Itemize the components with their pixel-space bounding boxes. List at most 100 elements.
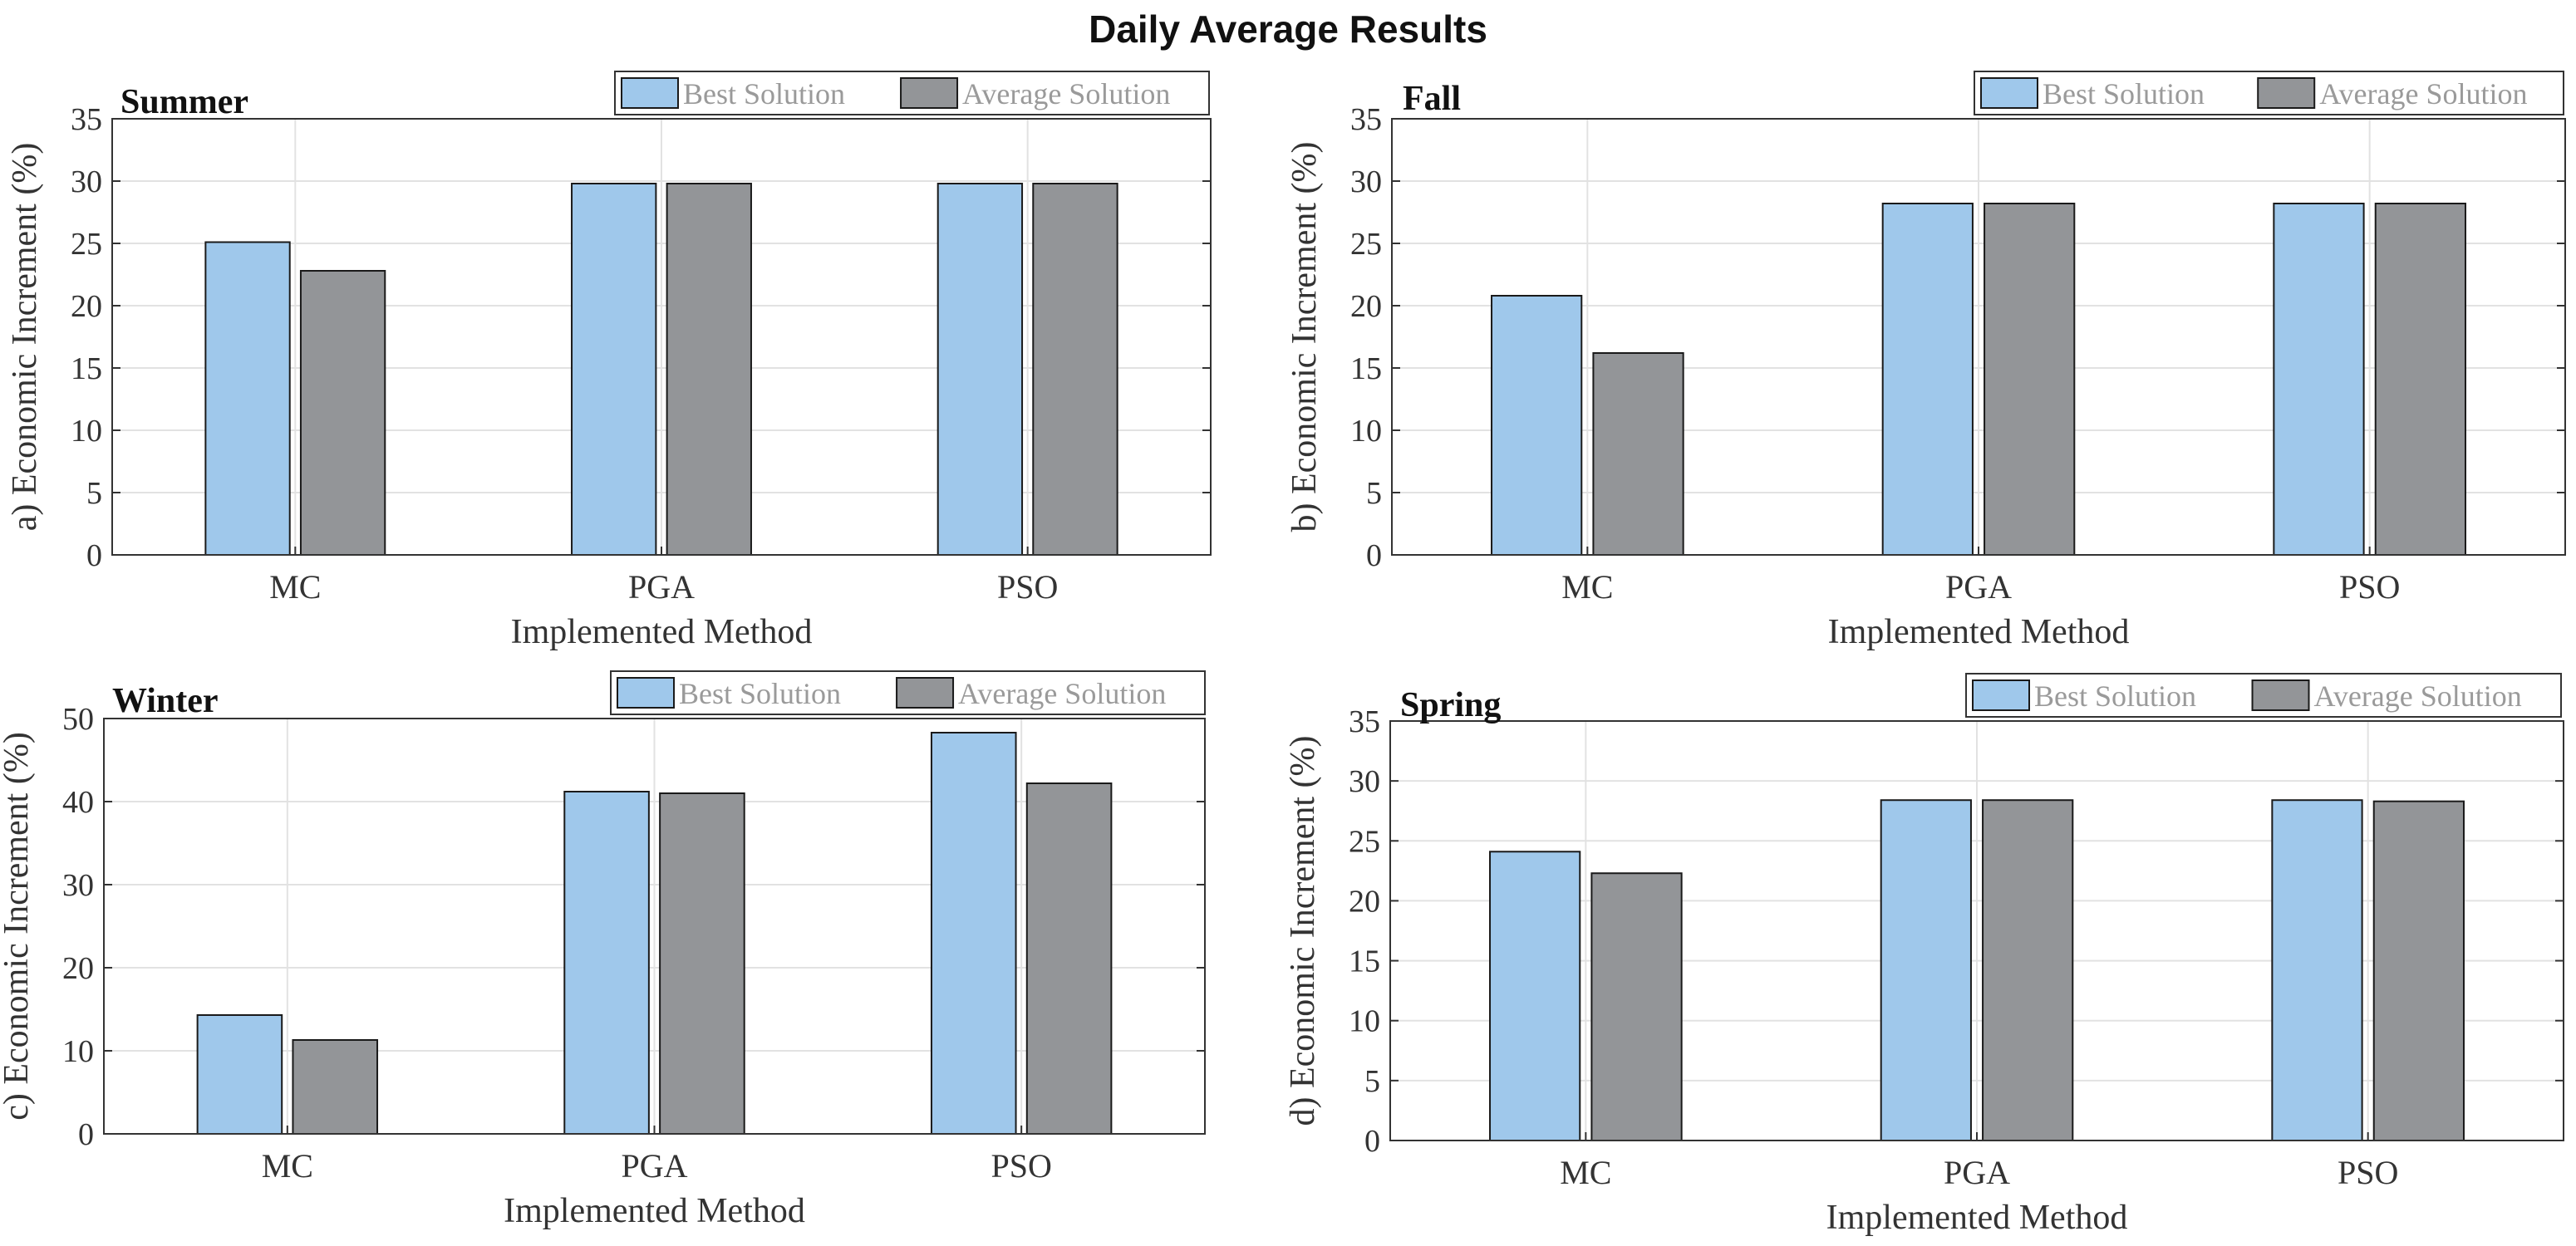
- x-tick-label: PSO: [997, 568, 1058, 606]
- x-tick-label: PGA: [1944, 1154, 2010, 1191]
- y-tick-label: 40: [62, 785, 94, 820]
- bar-average-mc: [1592, 352, 1684, 556]
- y-tick-label: 20: [1350, 289, 1382, 324]
- y-tick-label: 30: [62, 868, 94, 903]
- panel-title: Summer: [120, 83, 248, 121]
- legend-swatch-average: [900, 77, 959, 109]
- legend-label-average: Average Solution: [962, 77, 1170, 110]
- y-tick-label: 50: [62, 702, 94, 737]
- x-tick-label: MC: [262, 1147, 313, 1185]
- x-tick-label: MC: [1560, 1154, 1611, 1191]
- bar-average-pso: [2372, 800, 2465, 1142]
- legend-swatch-average: [2251, 679, 2310, 711]
- y-tick-label: 30: [1349, 764, 1380, 799]
- bar-best-pga: [563, 791, 650, 1135]
- bar-average-pga: [1982, 799, 2074, 1141]
- y-tick-label: 10: [62, 1034, 94, 1069]
- x-tick-label: PGA: [628, 568, 695, 606]
- bar-best-mc: [1491, 295, 1583, 556]
- bar-average-mc: [1590, 872, 1683, 1141]
- x-tick-label: PSO: [2338, 1154, 2398, 1191]
- legend-label-best: Best Solution: [2043, 77, 2205, 110]
- bar-average-pso: [1032, 183, 1118, 556]
- legend-label-best: Best Solution: [2034, 679, 2196, 713]
- panel-title: Winter: [112, 682, 219, 720]
- x-axis-label: Implemented Method: [511, 613, 813, 651]
- y-tick-label: 20: [1349, 884, 1380, 919]
- legend-swatch-best: [1980, 77, 2038, 109]
- x-tick-label: MC: [1561, 568, 1613, 606]
- x-tick-label: PGA: [1945, 568, 2012, 606]
- y-tick-label: 25: [71, 227, 102, 262]
- x-tick-label: PSO: [2339, 568, 2400, 606]
- y-tick-label: 0: [78, 1117, 94, 1152]
- y-axis-label: c) Economic Increment (%): [0, 732, 36, 1121]
- legend-swatch-best: [1972, 679, 2030, 711]
- bar-average-pga: [1984, 203, 2076, 556]
- bar-average-pso: [1025, 782, 1113, 1135]
- bar-best-pso: [2271, 799, 2363, 1141]
- y-tick-label: 0: [86, 538, 102, 573]
- figure-title: Daily Average Results: [1089, 7, 1487, 51]
- x-axis-label: Implemented Method: [1826, 1199, 2128, 1237]
- x-axis-label: Implemented Method: [1828, 613, 2130, 651]
- legend-label-best: Best Solution: [679, 677, 841, 710]
- legend-label-average: Average Solution: [958, 677, 1166, 710]
- chart-panel-winter: 0 10 20 30 40 50 MC PGA PSO Implemented Method c) …: [0, 670, 1206, 1230]
- y-tick-label: 10: [1350, 414, 1382, 449]
- bar-average-mc: [292, 1039, 379, 1135]
- y-tick-label: 20: [62, 951, 94, 986]
- y-tick-label: 25: [1349, 824, 1380, 859]
- y-tick-label: 10: [1349, 1004, 1380, 1039]
- y-tick-label: 5: [1364, 1064, 1380, 1099]
- chart-panel-summer: 0 5 10 15 20 25 30 35 MC PGA PSO Implemented Method…: [6, 71, 1212, 651]
- x-tick-label: MC: [269, 568, 321, 606]
- y-tick-label: 5: [86, 476, 102, 511]
- panel-title: Spring: [1400, 686, 1501, 724]
- bar-best-pso: [2273, 203, 2365, 556]
- legend-swatch-best: [617, 677, 675, 709]
- y-tick-label: 25: [1350, 227, 1382, 262]
- bar-best-pso: [937, 183, 1024, 556]
- x-tick-label: PSO: [991, 1147, 1051, 1185]
- y-tick-label: 30: [1350, 164, 1382, 199]
- panel-title: Fall: [1403, 80, 1461, 118]
- legend-label-best: Best Solution: [683, 77, 845, 110]
- x-axis-label: Implemented Method: [504, 1192, 805, 1230]
- y-tick-label: 15: [1349, 944, 1380, 979]
- legend-swatch-best: [621, 77, 679, 109]
- y-axis-label: a) Economic Increment (%): [6, 143, 44, 532]
- y-tick-label: 20: [71, 289, 102, 324]
- y-tick-label: 35: [71, 102, 102, 137]
- x-tick-label: PGA: [621, 1147, 687, 1185]
- bar-best-pga: [571, 183, 657, 556]
- chart-panel-fall: 0 5 10 15 20 25 30 35 MC PGA PSO Implemented Method…: [1286, 71, 2566, 651]
- bar-best-mc: [1489, 851, 1581, 1142]
- bar-best-mc: [204, 241, 291, 556]
- bar-average-mc: [299, 270, 386, 556]
- y-tick-label: 35: [1350, 102, 1382, 137]
- bar-best-mc: [196, 1014, 283, 1135]
- bar-best-pga: [1881, 203, 1974, 556]
- chart-panel-spring: 0 5 10 15 20 25 30 35 MC PGA PSO Implemented Method…: [1284, 673, 2564, 1237]
- y-tick-label: 30: [71, 164, 102, 199]
- y-tick-label: 15: [71, 351, 102, 386]
- legend-swatch-average: [2257, 77, 2316, 109]
- bar-average-pga: [659, 792, 745, 1135]
- y-tick-label: 0: [1366, 538, 1382, 573]
- legend-swatch-average: [896, 677, 955, 709]
- y-tick-label: 5: [1366, 476, 1382, 511]
- y-axis-label: b) Economic Increment (%): [1286, 142, 1324, 532]
- y-tick-label: 35: [1349, 704, 1380, 739]
- y-tick-label: 10: [71, 414, 102, 449]
- bar-average-pso: [2374, 203, 2466, 556]
- y-tick-label: 15: [1350, 351, 1382, 386]
- legend-label-average: Average Solution: [2319, 77, 2527, 110]
- bar-best-pga: [1880, 799, 1972, 1141]
- y-axis-label: d) Economic Increment (%): [1284, 736, 1322, 1126]
- bar-best-pso: [930, 732, 1017, 1135]
- y-tick-label: 0: [1364, 1124, 1380, 1159]
- legend-label-average: Average Solution: [2314, 679, 2522, 713]
- bar-average-pga: [666, 183, 752, 556]
